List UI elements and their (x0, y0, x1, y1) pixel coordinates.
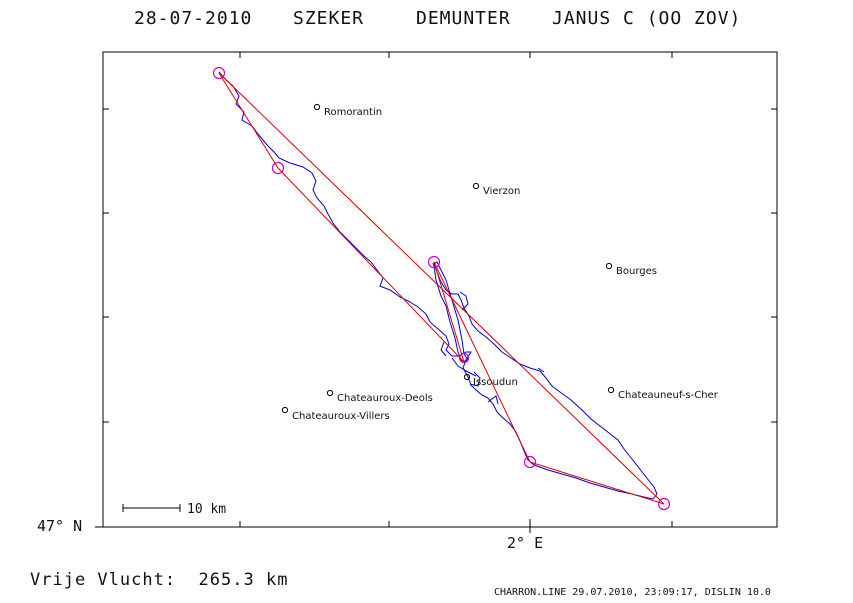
glider-name: JANUS C (OO ZOV) (552, 8, 742, 29)
town-label-issoudun: Issoudun (473, 377, 518, 388)
copilot-name: DEMUNTER (416, 8, 511, 29)
town-label-chateauroux-villers: Chateauroux-Villers (292, 411, 390, 422)
town-label-chateauneuf-s-cher: Chateauneuf-s-Cher (618, 390, 719, 401)
pilot-name: SZEKER (293, 8, 365, 29)
turnpoints (212, 66, 671, 511)
town-label-romorantin: Romorantin (324, 107, 382, 118)
left-ticks (95, 108, 109, 528)
turnpoint-marker (458, 352, 470, 364)
bottom-ticks (239, 519, 673, 533)
town-dot (463, 373, 471, 381)
town-label-vierzon: Vierzon (483, 186, 520, 197)
distance-summary: Vrije Vlucht: 265.3 km (30, 570, 288, 590)
render-credit: CHARRON.LINE 29.07.2010, 23:09:17, DISLI… (494, 587, 771, 598)
distance-label: Vrije Vlucht: (30, 570, 177, 590)
right-ticks (771, 108, 777, 423)
turnpoint-marker (212, 66, 226, 80)
task-leg (218, 72, 279, 169)
task-leg (277, 167, 465, 363)
longitude-label: 2° E (507, 534, 543, 552)
turnpoint-marker (427, 255, 441, 269)
latitude-label: 47° N (37, 517, 82, 535)
distance-value: 265.3 km (198, 570, 289, 590)
task-leg (433, 261, 531, 463)
turnpoint-marker (657, 497, 671, 511)
chart-title: 28-07-2010 SZEKER DEMUNTER JANUS C (OO Z… (0, 8, 853, 34)
town-label-chateauroux-deols: Chateauroux-Deols (337, 393, 433, 404)
turnpoint-marker (523, 455, 537, 469)
turnpoint-marker (271, 161, 285, 175)
task-leg (433, 261, 465, 363)
town-dot (281, 406, 289, 414)
task-lines (218, 72, 665, 505)
town-dot (607, 386, 615, 394)
flight-date: 28-07-2010 (134, 8, 253, 29)
town-dot (472, 182, 480, 190)
town-dot (605, 262, 613, 270)
top-ticks (239, 52, 673, 58)
map-frame (102, 51, 778, 528)
town-markers: Romorantin Vierzon Bourges Issoudun Chat… (281, 103, 719, 422)
town-dot (326, 389, 334, 397)
scale-bar: 10 km (122, 502, 226, 517)
town-dot (313, 103, 321, 111)
task-leg (529, 461, 665, 505)
gps-track-segment (440, 291, 545, 405)
scale-bar-label: 10 km (187, 502, 226, 517)
town-label-bourges: Bourges (616, 266, 657, 277)
